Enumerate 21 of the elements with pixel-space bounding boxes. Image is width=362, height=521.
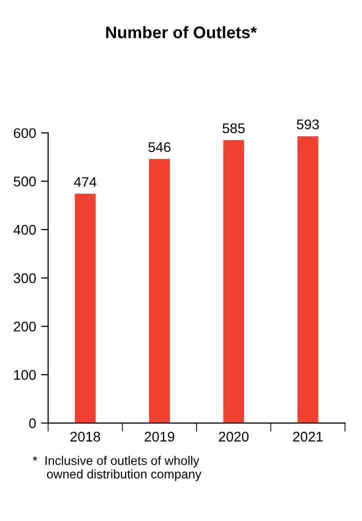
bar	[149, 158, 170, 424]
y-tick-label: 200	[14, 322, 36, 332]
bar	[223, 140, 244, 424]
bar	[297, 136, 318, 424]
x-tick-label: 2019	[144, 432, 174, 442]
data-label: 593	[296, 119, 319, 130]
data-label: 546	[148, 142, 170, 152]
x-tick-label: 2021	[293, 432, 323, 442]
data-label: 474	[74, 177, 96, 187]
y-tick-label: 100	[14, 370, 36, 380]
y-tick-label: 300	[14, 273, 36, 284]
text: * Inclusive of outlets of wholly owned distribution company	[32, 456, 202, 481]
y-tick-label: 0	[29, 418, 36, 428]
x-tick-label: 2020	[218, 432, 249, 442]
data-label: 585	[222, 123, 245, 134]
chart-title: Number of Outlets*	[106, 26, 257, 38]
x-tick-label: 2018	[70, 432, 100, 442]
y-tick-label: 400	[13, 224, 36, 235]
y-tick-label: 500	[14, 176, 36, 186]
bar	[74, 194, 96, 424]
y-tick-label: 600	[14, 128, 36, 138]
